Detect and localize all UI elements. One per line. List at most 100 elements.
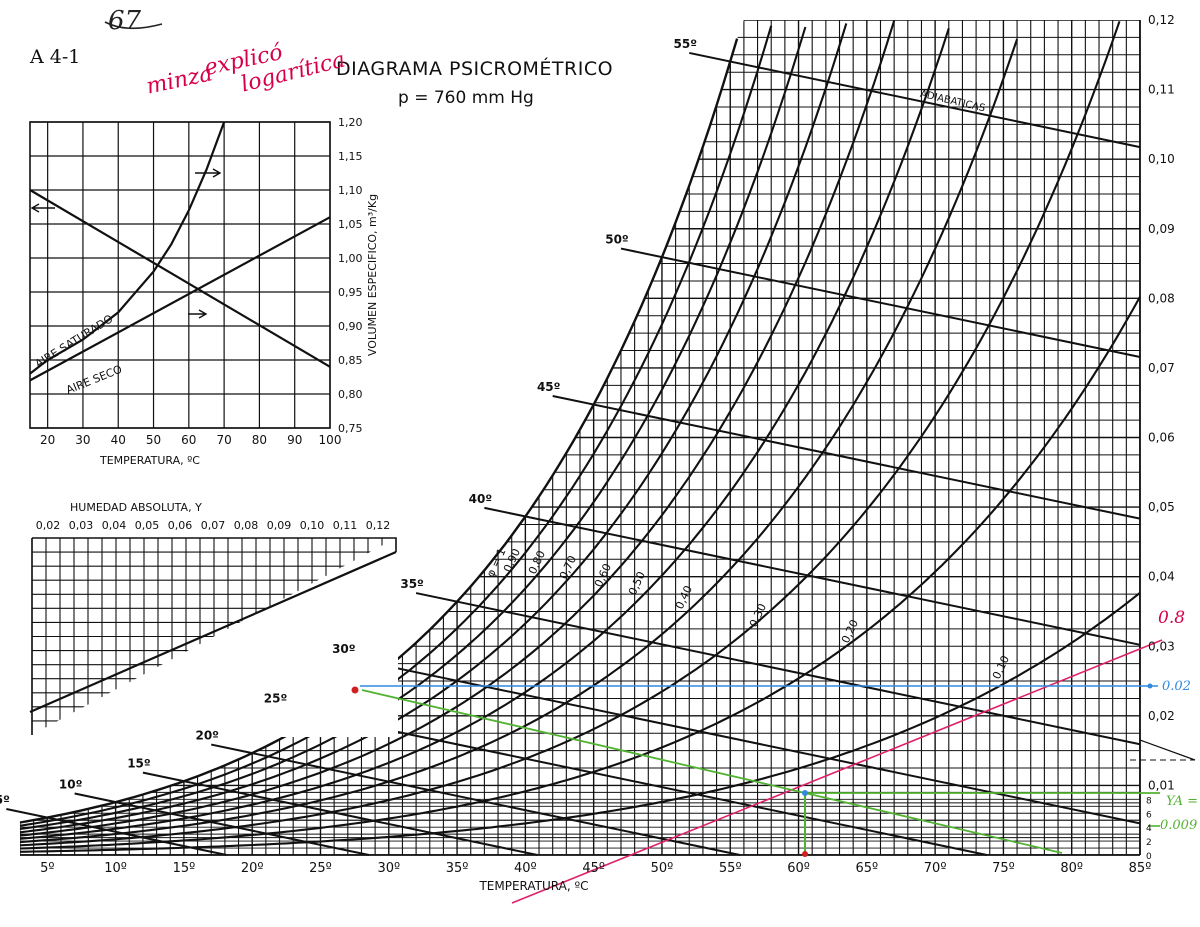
y-tick-label: 0,03 bbox=[1148, 639, 1175, 653]
hum-diagonal bbox=[29, 550, 397, 714]
x-tick-label: 60º bbox=[787, 861, 810, 876]
vol-x-axis-label: TEMPERATURA, ºC bbox=[99, 454, 200, 467]
y-tick-label: 0,05 bbox=[1148, 500, 1175, 514]
page-title: DIAGRAMA PSICROMÉTRICO bbox=[336, 58, 614, 80]
adiabatic-line-10 bbox=[74, 792, 370, 856]
adiabatic-label-10: 10º bbox=[59, 778, 83, 792]
y-tick-label: 0,09 bbox=[1148, 222, 1175, 236]
adiabatic-label-45: 45º bbox=[537, 380, 561, 394]
vol-y-tick-label: 0,75 bbox=[338, 422, 363, 435]
adiabatic-label-35: 35º bbox=[400, 577, 424, 591]
y-minor-tick-label: 4 bbox=[1146, 824, 1152, 834]
x-tick-label: 50º bbox=[651, 861, 674, 876]
adiabatic-line-40 bbox=[484, 506, 1141, 646]
y-tick-label: 0,07 bbox=[1148, 361, 1175, 375]
adiabatic-line-35 bbox=[415, 592, 1141, 746]
annotation-blue-dot-2 bbox=[1147, 683, 1153, 689]
adiabatic-line-15 bbox=[142, 771, 538, 856]
absolute-humidity-chart: HUMEDAD ABSOLUTA, Y 0,02 0,03 0,04 0,05 0,06 0… bbox=[29, 501, 398, 737]
vol-series-1 bbox=[29, 216, 331, 382]
table-id: A 4-1 bbox=[30, 46, 81, 68]
y-tick-label: 0,11 bbox=[1148, 83, 1175, 97]
rh-curve-3 bbox=[19, 23, 848, 834]
vol-y-tick-label: 1,15 bbox=[338, 150, 363, 163]
x-tick-label: 45º bbox=[582, 861, 605, 876]
edge-stroke bbox=[1139, 739, 1196, 761]
annotation-blue-dot bbox=[802, 790, 808, 796]
y-minor-tick-label: 0 bbox=[1146, 852, 1152, 862]
annotation-red-dot bbox=[351, 686, 359, 694]
adiabatic-label-25: 25º bbox=[264, 691, 288, 705]
vol-series-label-seco: AIRE SECO bbox=[64, 362, 124, 396]
annotation-humidity-read: 0.02 bbox=[1162, 679, 1191, 694]
rh-curve-4 bbox=[19, 20, 896, 837]
vol-arrow-left-icon bbox=[30, 203, 55, 213]
y-tick-label: 0,12 bbox=[1148, 13, 1175, 27]
vol-x-tick-label: 90 bbox=[287, 433, 302, 447]
y-tick-label: 0,04 bbox=[1148, 570, 1175, 584]
x-tick-label: 25º bbox=[309, 861, 332, 876]
vol-x-tick-label: 100 bbox=[319, 433, 342, 447]
rh-label-2: 0,80 bbox=[526, 549, 548, 577]
y-tick-label: 0,01 bbox=[1148, 778, 1175, 792]
x-tick-label: 15º bbox=[173, 861, 196, 876]
rh-curve-2 bbox=[19, 26, 807, 831]
adiabatic-label-15: 15º bbox=[127, 757, 151, 771]
hum-x-tick-label: 0,03 bbox=[69, 519, 94, 532]
vol-x-tick-label: 30 bbox=[75, 433, 90, 447]
x-tick-label: 40º bbox=[514, 861, 537, 876]
adiabatic-line-55 bbox=[689, 51, 1141, 149]
page-number-underline bbox=[104, 21, 163, 30]
vol-y-axis-label: VOLUMEN ESPECIFICO, m³/Kg bbox=[366, 194, 379, 356]
hum-frame bbox=[32, 537, 397, 552]
adiabatic-label-20: 20º bbox=[195, 729, 219, 743]
vol-arrow-right-icon bbox=[195, 168, 222, 178]
vol-x-tick-label: 80 bbox=[252, 433, 267, 447]
annotation-red-dot-2 bbox=[802, 851, 808, 857]
hum-x-tick-label: 0,09 bbox=[267, 519, 292, 532]
hum-x-tick-label: 0,02 bbox=[36, 519, 61, 532]
hum-x-tick-label: 0,10 bbox=[300, 519, 325, 532]
adiabatic-label-5: 5º bbox=[0, 793, 10, 807]
handwritten-page-number: 67 bbox=[108, 6, 142, 36]
y-minor-tick-label: 2 bbox=[1146, 838, 1152, 848]
rh-label-8: 0,20 bbox=[839, 618, 861, 646]
x-tick-label: 85º bbox=[1129, 861, 1152, 876]
rh-curve-9 bbox=[19, 591, 1141, 853]
adiabatic-label-40: 40º bbox=[469, 492, 493, 506]
vol-series-2 bbox=[29, 189, 331, 368]
y-minor-tick-label: 8 bbox=[1146, 796, 1152, 806]
vol-x-tick-label: 50 bbox=[146, 433, 161, 447]
adiabatic-label-55: 55º bbox=[674, 37, 698, 51]
annotation-ya-label: YA = bbox=[1166, 794, 1198, 809]
vol-y-tick-label: 0,85 bbox=[338, 354, 363, 367]
y-minor-tick-label: 6 bbox=[1146, 810, 1152, 820]
vol-series-0 bbox=[29, 121, 226, 375]
hum-x-tick-label: 0,08 bbox=[234, 519, 259, 532]
page-subtitle: p = 760 mm Hg bbox=[398, 88, 534, 108]
annotation-relative-humidity: 0.8 bbox=[1158, 608, 1186, 628]
rh-label-9: 0,10 bbox=[990, 654, 1012, 682]
hum-x-tick-label: 0,07 bbox=[201, 519, 226, 532]
x-tick-label: 80º bbox=[1060, 861, 1083, 876]
hum-mask bbox=[32, 538, 396, 735]
hum-x-tick-label: 0,12 bbox=[366, 519, 391, 532]
y-tick-label: 0,08 bbox=[1148, 291, 1175, 305]
vol-y-tick-label: 1,00 bbox=[338, 252, 363, 265]
vol-y-tick-label: 0,90 bbox=[338, 320, 363, 333]
rh-curve-5 bbox=[19, 27, 950, 840]
x-tick-label: 35º bbox=[446, 861, 469, 876]
handwritten-annotations bbox=[104, 21, 1196, 904]
vol-x-tick-label: 40 bbox=[111, 433, 126, 447]
hum-x-tick-label: 0,04 bbox=[102, 519, 127, 532]
x-tick-label: 30º bbox=[377, 861, 400, 876]
x-tick-label: 10º bbox=[104, 861, 127, 876]
annotation-green-adiabatic bbox=[804, 792, 1063, 854]
annotation-ya-value: 0.009 bbox=[1160, 818, 1198, 833]
annotation-green-line bbox=[361, 689, 1160, 794]
adiabatic-label-50: 50º bbox=[605, 233, 629, 247]
hum-x-tick-label: 0,05 bbox=[135, 519, 160, 532]
vol-x-tick-label: 70 bbox=[216, 433, 231, 447]
